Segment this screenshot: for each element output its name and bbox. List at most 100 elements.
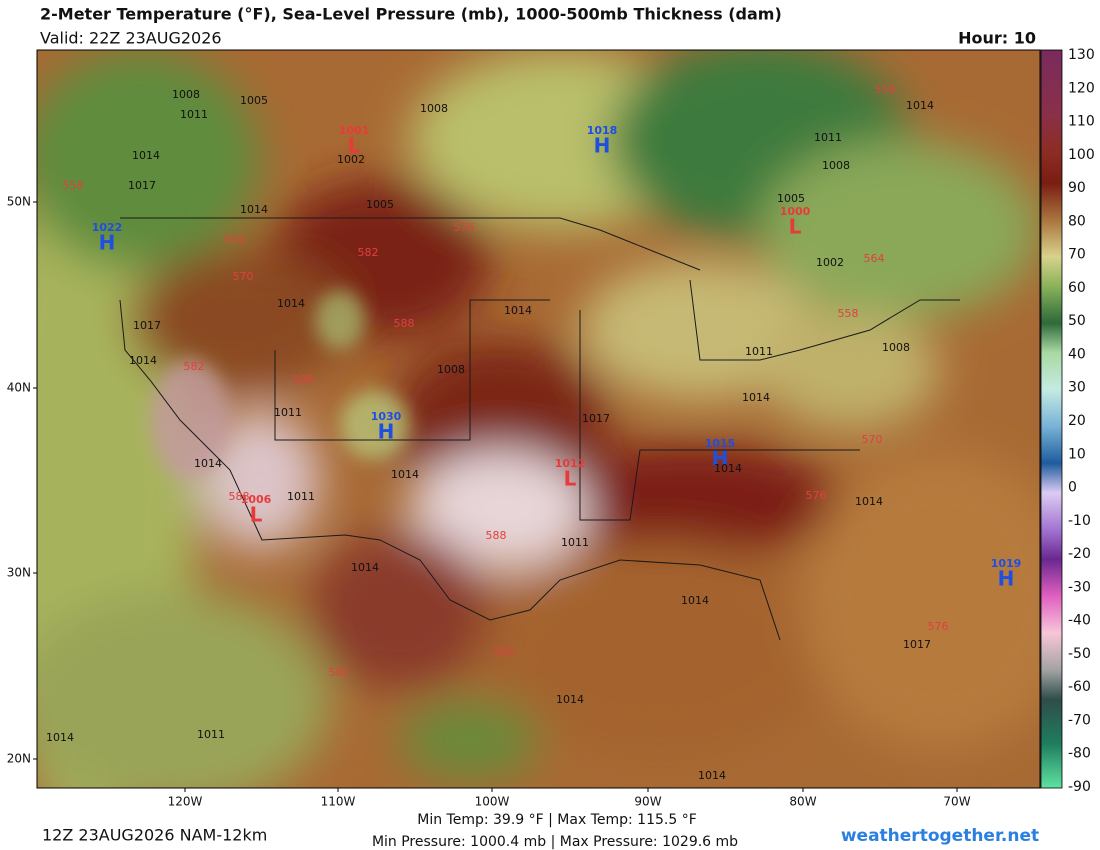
high-pressure-value: 1015 [705, 437, 736, 450]
thickness-label: 576 [806, 489, 827, 502]
isobar-label: 1014 [906, 99, 934, 112]
thickness-label: 582 [358, 246, 379, 259]
low-pressure-value: 1001 [339, 124, 370, 137]
colorbar-tick-label: 70 [1068, 247, 1086, 263]
lon-label: 100W [475, 795, 510, 809]
colorbar-tick-label: -30 [1068, 579, 1091, 595]
high-pressure-value: 1019 [991, 557, 1022, 570]
isobar-label: 1008 [882, 341, 910, 354]
lon-label: 90W [634, 795, 661, 809]
thickness-label: 582 [329, 666, 350, 679]
political-borders [119, 217, 960, 641]
low-pressure-symbol: L [348, 134, 361, 158]
high-pressure-symbol: H [378, 420, 395, 444]
colorbar-tick-label: -70 [1068, 712, 1091, 728]
colorbar-tick-label: 130 [1068, 47, 1095, 63]
model-run: 12Z 23AUG2026 NAM-12km [42, 826, 267, 845]
isobar-label: 1005 [240, 94, 268, 107]
thickness-label: 570 [233, 270, 254, 283]
low-pressure-symbol: L [564, 467, 577, 491]
temperature-field [37, 50, 1040, 788]
isobar-label: 1017 [903, 638, 931, 651]
lon-label: 70W [943, 795, 970, 809]
isobar-label: 1008 [420, 102, 448, 115]
colorbar-tick-label: -10 [1068, 513, 1091, 529]
color-bar [1040, 49, 1063, 789]
colorbar-tick-label: 10 [1068, 446, 1086, 462]
isobar-label: 1014 [742, 391, 770, 404]
isobar-label: 1014 [504, 304, 532, 317]
map-title: 2-Meter Temperature (°F), Sea-Level Pres… [40, 5, 782, 24]
lon-label: 120W [168, 795, 203, 809]
high-pressure-value: 1022 [92, 221, 123, 234]
low-pressure-symbol: L [789, 215, 802, 239]
isobar-label: 1011 [197, 728, 225, 741]
isobar-label: 1008 [437, 363, 465, 376]
thickness-label: 588 [394, 317, 415, 330]
isobar-label: 1017 [582, 412, 610, 425]
isobar-label: 1017 [128, 179, 156, 192]
map-frame [36, 49, 1041, 789]
isobar-label: 1014 [698, 769, 726, 782]
isobar-label: 1005 [777, 192, 805, 205]
high-pressure-symbol: H [594, 134, 611, 158]
lon-label: 110W [321, 795, 356, 809]
isobar-label: 1002 [337, 153, 365, 166]
isobar-label: 1008 [822, 159, 850, 172]
high-pressure-symbol: H [99, 231, 116, 255]
high-pressure-value: 1018 [587, 124, 618, 137]
thickness-label: 582 [184, 360, 205, 373]
isobar-label: 1002 [816, 256, 844, 269]
thickness-label: 588 [486, 529, 507, 542]
thickness-label: 576 [454, 221, 475, 234]
colorbar-tick-label: 80 [1068, 213, 1086, 229]
colorbar-tick-label: 50 [1068, 313, 1086, 329]
low-pressure-value: 1006 [241, 493, 272, 506]
isobar-label: 1011 [561, 536, 589, 549]
isobar-label: 1014 [129, 354, 157, 367]
high-pressure-symbol: H [712, 447, 729, 471]
colorbar-tick-label: 40 [1068, 346, 1086, 362]
colorbar-tick-label: -20 [1068, 546, 1091, 562]
colorbar-tick-label: 0 [1068, 480, 1077, 496]
thickness-label: 570 [862, 433, 883, 446]
isobar-label: 1008 [172, 88, 200, 101]
colorbar-tick-label: 90 [1068, 180, 1086, 196]
colorbar-tick-label: 30 [1068, 380, 1086, 396]
forecast-hour: Hour: 10 [958, 29, 1036, 48]
lat-label: 50N [7, 195, 31, 209]
temperature-range: Min Temp: 39.9 °F | Max Temp: 115.5 °F [417, 812, 697, 828]
colorbar-tick-label: -40 [1068, 613, 1091, 629]
colorbar-tick-label: -90 [1068, 779, 1091, 795]
thickness-label: 588 [293, 373, 314, 386]
thickness-label: 558 [875, 83, 896, 96]
low-pressure-value: 1012 [555, 457, 586, 470]
isobar-label: 1014 [46, 731, 74, 744]
isobar-label: 1011 [180, 108, 208, 121]
valid-time: Valid: 22Z 23AUG2026 [40, 29, 222, 48]
isobar-label: 1011 [814, 131, 842, 144]
isobar-label: 1014 [132, 149, 160, 162]
site-credit: weathertogether.net [841, 826, 1039, 846]
colorbar-tick-label: -80 [1068, 746, 1091, 762]
high-pressure-symbol: H [998, 567, 1015, 591]
isobar-label: 1017 [133, 319, 161, 332]
isobar-label: 1011 [287, 490, 315, 503]
lat-label: 40N [7, 381, 31, 395]
colorbar-tick-label: 120 [1068, 80, 1095, 96]
low-pressure-symbol: L [250, 503, 263, 527]
thickness-label: 564 [224, 233, 245, 246]
low-pressure-value: 1000 [780, 205, 811, 218]
colorbar-tick-label: -60 [1068, 679, 1091, 695]
isobar-label: 1014 [391, 468, 419, 481]
lat-label: 20N [7, 752, 31, 766]
thickness-label: 582 [494, 645, 515, 658]
colorbar-tick-label: 20 [1068, 413, 1086, 429]
high-pressure-value: 1030 [371, 410, 402, 423]
lat-label: 30N [7, 566, 31, 580]
thickness-label: 564 [864, 252, 885, 265]
isobar-label: 1011 [274, 406, 302, 419]
thickness-label: 588 [229, 490, 250, 503]
colorbar-tick-label: -50 [1068, 646, 1091, 662]
